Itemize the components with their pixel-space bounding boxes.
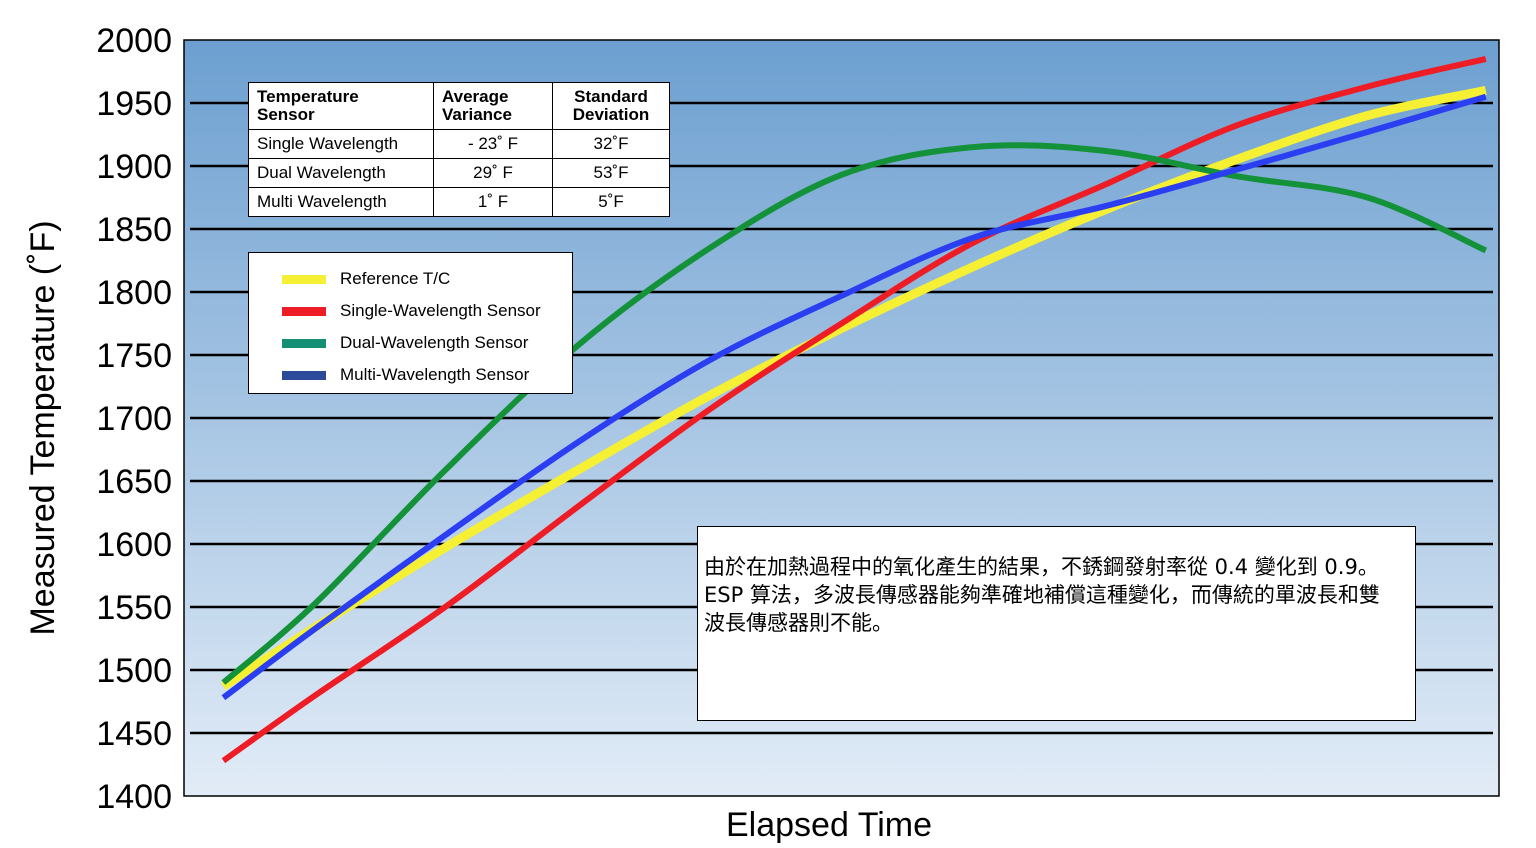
table-cell: 53˚F xyxy=(552,158,670,188)
legend-label: Single-Wavelength Sensor xyxy=(340,301,541,320)
y-tick-label: 1550 xyxy=(96,589,172,627)
table-cell: Dual Wavelength xyxy=(248,158,434,188)
header-average-variance: Average Variance xyxy=(433,82,553,130)
y-tick-label: 1500 xyxy=(96,652,172,690)
legend-label: Dual-Wavelength Sensor xyxy=(340,333,529,352)
table-cell: - 23˚ F xyxy=(433,129,553,159)
annotation-box: 由於在加熱過程中的氧化產生的結果，不銹鋼發射率從 0.4 變化到 0.9。ESP… xyxy=(697,526,1416,721)
series-line-reference xyxy=(220,85,1487,691)
y-tick-label: 1800 xyxy=(96,274,172,312)
table-header-row: Temperature Sensor Average Variance Standa… xyxy=(248,82,670,130)
series-line-multi-wavelength xyxy=(221,93,1487,701)
series-line-single-wavelength xyxy=(221,55,1487,764)
annotation-text: 由於在加熱過程中的氧化產生的結果，不銹鋼發射率從 0.4 變化到 0.9。ESP… xyxy=(704,555,1380,635)
table-cell: 1˚ F xyxy=(433,187,553,217)
table-cell: Single Wavelength xyxy=(248,129,434,159)
header-temperature-sensor: Temperature Sensor xyxy=(248,82,434,130)
series-line-dual-wavelength xyxy=(221,142,1488,685)
legend-item-reference: Reference T/C xyxy=(249,263,572,295)
table-cell: 32˚F xyxy=(552,129,670,159)
y-tick-label: 1900 xyxy=(96,148,172,186)
legend-swatch xyxy=(282,370,326,380)
y-axis-title: Measured Temperature (˚F) xyxy=(24,220,62,635)
chart-legend: Reference T/C Single-Wavelength Sensor D… xyxy=(248,252,573,394)
legend-swatch xyxy=(282,306,326,316)
y-tick-label: 1400 xyxy=(96,778,172,816)
legend-swatch xyxy=(282,274,326,284)
y-tick-label: 1700 xyxy=(96,400,172,438)
legend-swatch xyxy=(282,338,326,348)
y-tick-label: 1950 xyxy=(96,85,172,123)
table-row: Single Wavelength - 23˚ F 32˚F xyxy=(248,129,670,159)
table-row: Dual Wavelength 29˚ F 53˚F xyxy=(248,158,670,188)
legend-item-dual-wavelength: Dual-Wavelength Sensor xyxy=(249,327,572,359)
table-cell: 29˚ F xyxy=(433,158,553,188)
x-axis-title: Elapsed Time xyxy=(726,806,932,844)
y-tick-label: 1650 xyxy=(96,463,172,501)
y-tick-label: 2000 xyxy=(96,22,172,60)
y-tick-label: 1750 xyxy=(96,337,172,375)
table-cell: Multi Wavelength xyxy=(248,187,434,217)
table-row: Multi Wavelength 1˚ F 5˚F xyxy=(248,187,670,217)
plot-frame xyxy=(183,39,1500,797)
series-lines xyxy=(220,55,1488,764)
header-standard-deviation: Standard Deviation xyxy=(552,82,670,130)
y-tick-label: 1450 xyxy=(96,715,172,753)
y-tick-label: 1850 xyxy=(96,211,172,249)
legend-item-multi-wavelength: Multi-Wavelength Sensor xyxy=(249,359,572,391)
legend-label: Multi-Wavelength Sensor xyxy=(340,365,530,384)
legend-item-single-wavelength: Single-Wavelength Sensor xyxy=(249,295,572,327)
y-tick-label: 1600 xyxy=(96,526,172,564)
table-cell: 5˚F xyxy=(552,187,670,217)
legend-label: Reference T/C xyxy=(340,269,451,288)
y-tick-labels: 2000 1950 1900 1850 1800 1750 1700 1650 1600 1550… xyxy=(96,22,172,816)
statistics-table: Temperature Sensor Average Variance Standa… xyxy=(248,82,670,217)
